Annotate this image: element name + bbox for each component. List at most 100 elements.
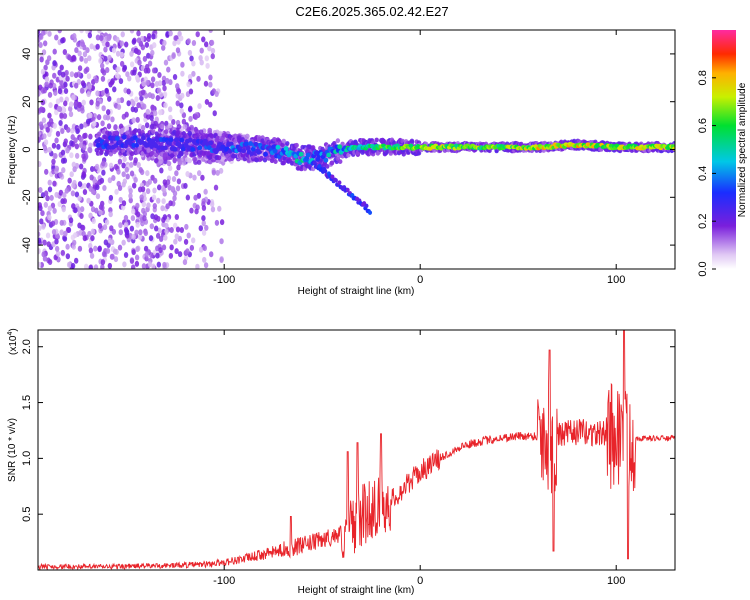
spectrogram-noise-mark: [123, 227, 129, 234]
spectrogram-noise-mark: [145, 108, 151, 115]
spectrogram-noise-mark: [86, 91, 91, 98]
spectrogram-noise-mark: [125, 173, 130, 180]
spectrogram-noise-mark: [45, 195, 50, 202]
spectrogram-noise-mark: [171, 175, 177, 182]
spectrogram-noise-mark: [160, 205, 165, 212]
colorbar-tick-label: 0.4: [697, 166, 709, 181]
spectrogram-noise-mark: [120, 127, 125, 134]
spectrogram-ridge-halo: [114, 130, 119, 136]
spectrogram-noise-mark: [205, 62, 210, 69]
spectrogram-noise-mark: [156, 261, 162, 268]
spectrogram-noise-mark: [116, 103, 122, 110]
spectrogram-ridge-mark: [141, 135, 146, 141]
spectrogram-noise-mark: [135, 74, 140, 81]
spectrogram-noise-mark: [104, 87, 109, 94]
spectrogram-noise-mark: [86, 73, 92, 80]
spectrogram-noise-mark: [95, 100, 100, 107]
spectrogram-noise-mark: [187, 106, 193, 113]
spectrogram-noise-mark: [183, 238, 189, 245]
spectrogram-noise-mark: [88, 212, 93, 219]
spectrogram-noise-mark: [100, 120, 105, 127]
spectrogram-noise-mark: [137, 59, 142, 66]
spectrogram-noise-mark: [71, 94, 76, 101]
spectrogram-noise-mark: [128, 192, 133, 199]
spectrogram-ridge-mark: [114, 136, 120, 141]
spectrogram-ridge-mark: [163, 145, 168, 151]
spectrogram-ridge-halo: [346, 152, 351, 158]
spectrogram-noise-mark: [42, 255, 48, 262]
spectrogram-noise-mark: [83, 263, 89, 269]
spectrogram-noise-mark: [214, 219, 220, 226]
spectrogram-noise-mark: [122, 156, 127, 163]
spectrogram-noise-mark: [105, 41, 110, 48]
spectrogram-ylabel: Frequency (Hz): [7, 116, 18, 185]
spectrogram-noise-mark: [100, 90, 106, 97]
spectrogram-ridge-mark: [187, 137, 193, 143]
spectrogram-noise-mark: [66, 126, 71, 133]
snr-frame: [37, 329, 676, 571]
spectrogram-noise-mark: [135, 221, 140, 228]
spectrogram-noise-mark: [82, 235, 88, 242]
spectrogram-noise-mark: [175, 100, 180, 107]
spectrogram-noise-mark: [47, 259, 53, 266]
spectrogram-noise-mark: [87, 55, 92, 62]
spectrogram-noise-mark: [44, 168, 49, 175]
spectrogram-noise-mark: [38, 90, 41, 97]
spectrogram-noise-mark: [88, 185, 93, 192]
spectrogram-noise-mark: [87, 146, 92, 153]
spectrogram-noise-mark: [200, 174, 205, 181]
spectrogram-noise-mark: [145, 188, 151, 195]
spectrogram-ridge-mark: [123, 143, 129, 149]
spectrogram-noise-mark: [182, 124, 188, 130]
spectrogram-noise-mark: [167, 165, 173, 172]
spectrogram-noise-mark: [191, 40, 197, 47]
spectrogram-noise-mark: [135, 202, 140, 209]
spectrogram-ridge-mark: [283, 146, 289, 151]
spectrogram-noise-mark: [118, 196, 123, 203]
spectrogram-noise-mark: [47, 91, 53, 98]
spectrogram-noise-mark: [81, 99, 86, 106]
spectrogram-noise-mark: [175, 226, 181, 233]
spectrogram-noise-mark: [48, 82, 53, 89]
spectrogram-noise-mark: [117, 184, 123, 191]
spectrogram-noise-mark: [146, 35, 151, 42]
spectrogram-noise-mark: [79, 30, 84, 34]
spectrogram-ridge-halo: [151, 129, 156, 134]
spectrogram-noise-mark: [209, 201, 215, 208]
spectrogram-noise-mark: [54, 191, 59, 198]
spectrogram-noise-mark: [215, 169, 220, 176]
spectrogram-branch-mark: [333, 178, 338, 183]
spectrogram-noise-mark: [39, 106, 44, 113]
spectrogram-noise-mark: [145, 113, 151, 120]
spectrogram-noise-mark: [109, 225, 114, 232]
spectrogram-ridge-halo: [154, 131, 159, 137]
spectrogram-noise-mark: [107, 262, 113, 269]
spectrogram-noise-mark: [52, 60, 57, 67]
spectrogram-noise-mark: [107, 177, 113, 184]
spectrogram-noise-mark: [65, 147, 70, 154]
spectrogram-noise-mark: [124, 41, 129, 48]
spectrogram-ridge-mark: [228, 141, 234, 147]
spectrogram-ridge-halo: [232, 153, 237, 159]
spectrogram-noise-mark: [172, 40, 177, 47]
spectrogram-ridge-halo: [374, 137, 379, 143]
spectrogram-noise-mark: [74, 47, 79, 54]
spectrogram-noise-mark: [122, 261, 127, 268]
spectrogram-noise-mark: [77, 102, 82, 109]
spectrogram-noise-mark: [149, 223, 155, 230]
spectrogram-noise-mark: [128, 197, 133, 204]
spectrogram-noise-mark: [121, 162, 126, 169]
spectrogram-noise-mark: [171, 119, 176, 126]
spectrogram-noise-mark: [120, 31, 125, 38]
spectrogram-noise-mark: [43, 190, 49, 197]
spectrogram-noise-mark: [87, 83, 92, 90]
spectrogram-noise-mark: [70, 262, 76, 269]
spectrogram-ridge-mark: [271, 144, 277, 150]
spectrogram-noise-mark: [141, 103, 146, 110]
spectrogram-noise-mark: [162, 85, 167, 92]
spectrogram-ridge-halo: [108, 151, 114, 157]
spectrogram-noise-mark: [219, 238, 224, 245]
spectrogram-noise-mark: [166, 160, 172, 167]
spectrogram-noise-mark: [116, 97, 121, 104]
spectrogram-ridge-halo: [162, 152, 168, 158]
